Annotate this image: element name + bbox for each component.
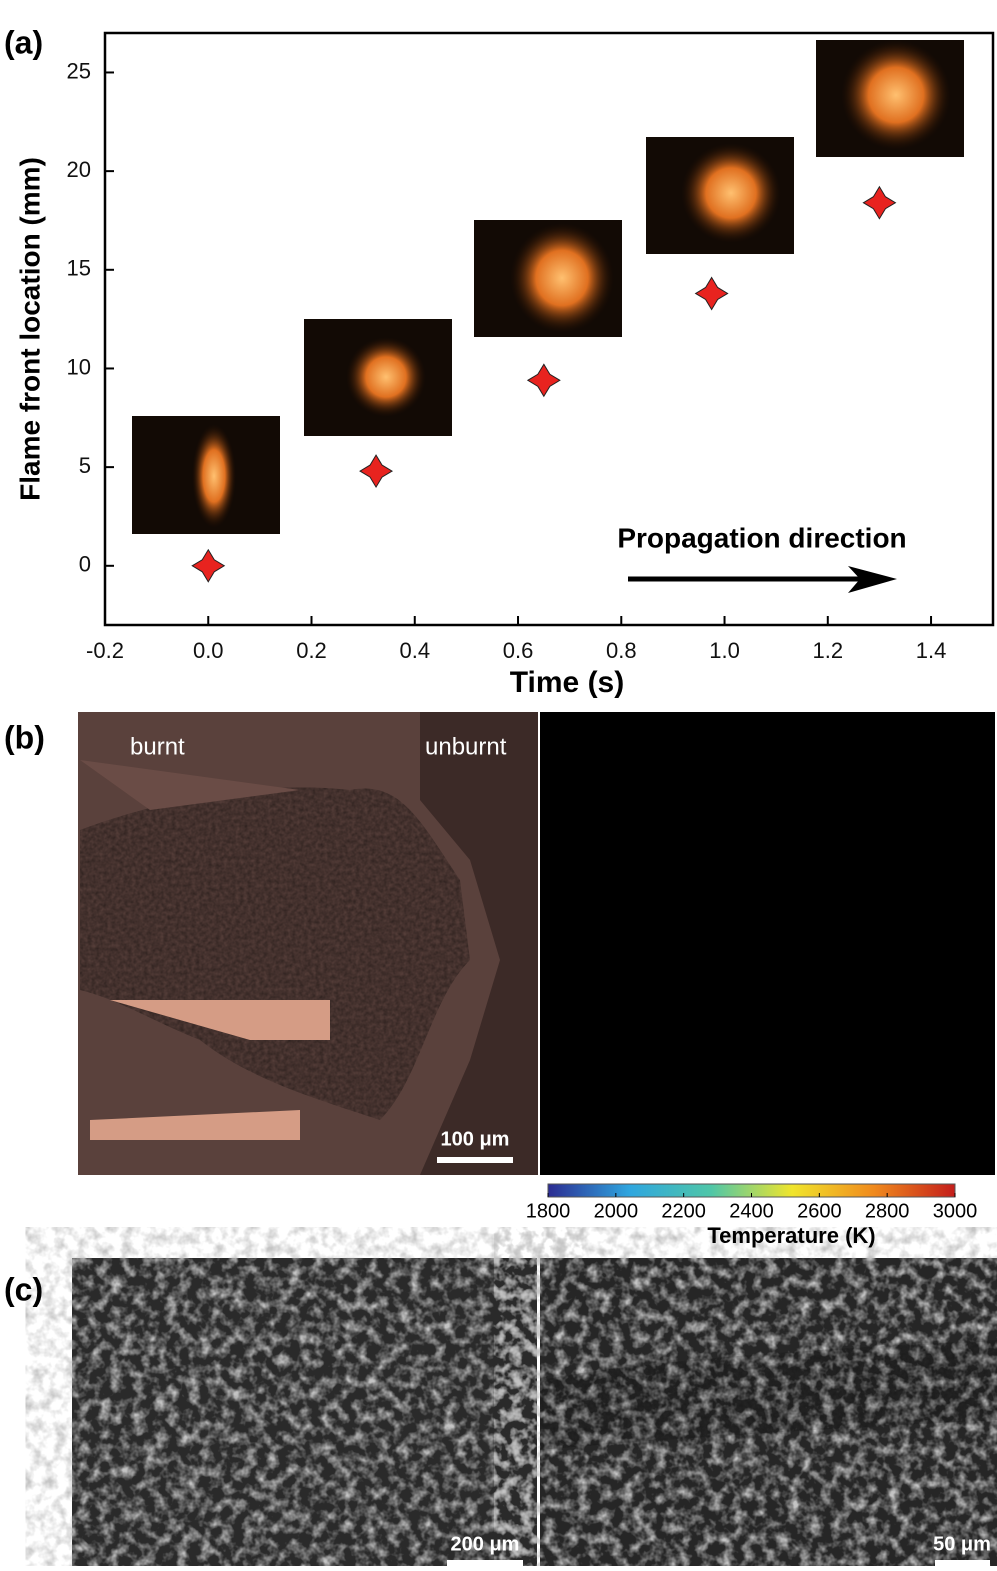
marker <box>360 455 392 487</box>
x-axis-label: Time (s) <box>510 666 624 699</box>
panel-label: (a) <box>4 24 43 60</box>
marker <box>863 187 895 219</box>
x-tick-label: 0.6 <box>503 638 534 663</box>
colorbar-tick-label: 2400 <box>729 1200 774 1222</box>
y-axis-label: Flame front location (mm) <box>14 157 45 501</box>
y-tick-label: 10 <box>67 354 91 379</box>
colorbar-label: Temperature (K) <box>707 1223 875 1248</box>
colorbar-tick-label: 2000 <box>594 1200 639 1222</box>
scale-label: 50 μm <box>933 1533 991 1555</box>
scale-label: 100 μm <box>441 1128 510 1150</box>
x-tick-label: 0.0 <box>193 638 224 663</box>
y-tick-label: 5 <box>79 453 91 478</box>
arrow <box>628 566 897 593</box>
x-tick-label: 0.8 <box>606 638 637 663</box>
x-tick-label: 1.2 <box>812 638 843 663</box>
panel-label: (c) <box>4 1271 43 1307</box>
panel-b-right <box>540 712 995 1175</box>
panel-c <box>72 1258 997 1566</box>
image-label: burnt <box>130 733 185 760</box>
y-tick-label: 20 <box>67 157 91 182</box>
y-tick-label: 0 <box>79 552 91 577</box>
x-tick-label: 0.4 <box>399 638 430 663</box>
panel-label: (b) <box>4 719 45 755</box>
colorbar-tick-label: 1800 <box>526 1200 571 1222</box>
colorbar-tick-label: 2200 <box>661 1200 706 1222</box>
marker <box>192 550 224 582</box>
y-tick-label: 25 <box>67 58 91 83</box>
marker <box>528 364 560 396</box>
image-label: unburnt <box>425 733 507 760</box>
panel-b-left <box>78 712 538 1175</box>
scale-label: 200 μm <box>451 1533 520 1555</box>
x-tick-label: 1.0 <box>709 638 740 663</box>
marker <box>696 277 728 309</box>
x-tick-label: -0.2 <box>86 638 124 663</box>
annotation: Propagation direction <box>617 522 906 553</box>
colorbar-tick-label: 3000 <box>933 1200 978 1222</box>
figure: Propagation direction (a) (b) (c) burnt … <box>0 0 997 1566</box>
colorbar-tick-label: 2800 <box>865 1200 910 1222</box>
x-tick-label: 0.2 <box>296 638 327 663</box>
x-tick-label: 1.4 <box>916 638 947 663</box>
flame-images <box>132 40 964 534</box>
y-tick-label: 15 <box>67 256 91 281</box>
colorbar-tick-label: 2600 <box>797 1200 842 1222</box>
